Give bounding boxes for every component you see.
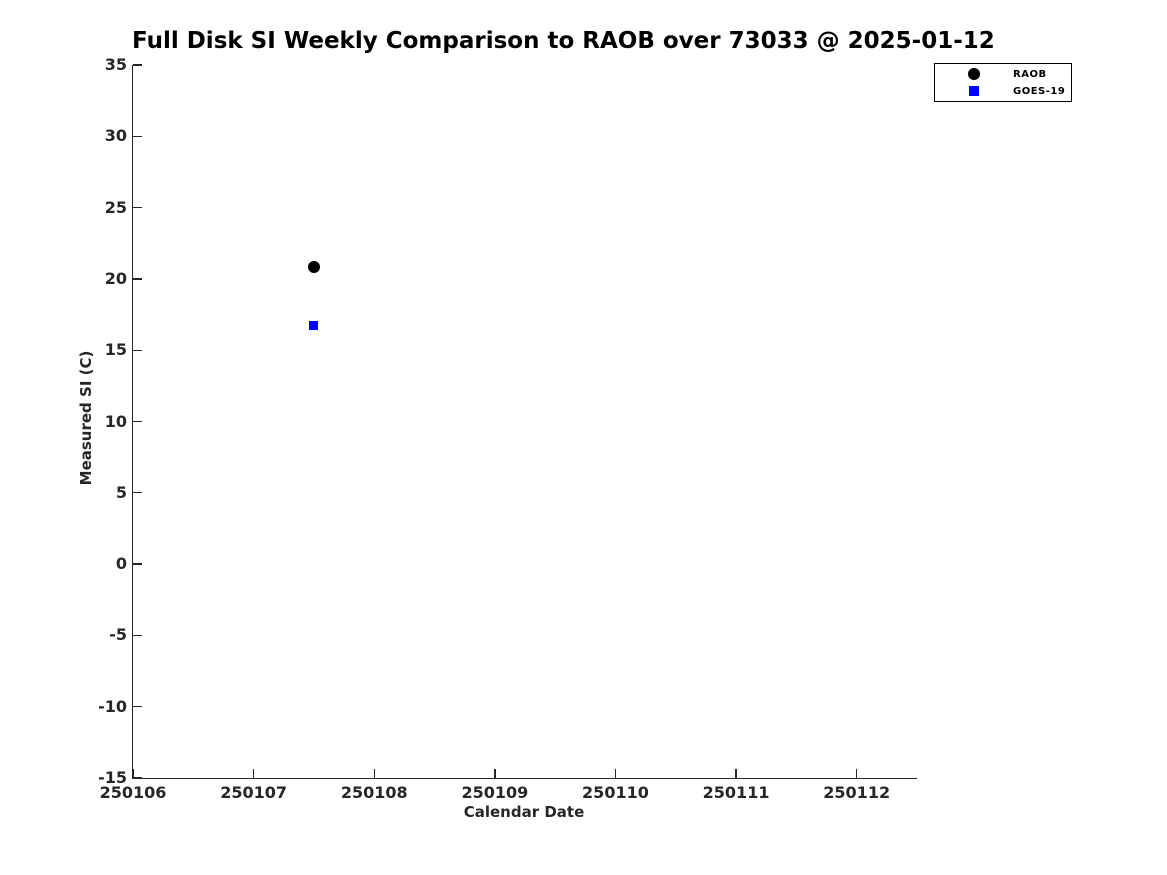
x-tick-label: 250106 bbox=[99, 783, 167, 802]
x-tick-label: 250108 bbox=[340, 783, 408, 802]
chart-title: Full Disk SI Weekly Comparison to RAOB o… bbox=[132, 28, 995, 54]
y-tick-label: 15 bbox=[104, 340, 127, 360]
x-tick-label: 250111 bbox=[702, 783, 770, 802]
legend-item-goes19: GOES-19 bbox=[935, 84, 1071, 98]
y-tick-label: 5 bbox=[115, 482, 127, 502]
y-tick-label: 35 bbox=[104, 55, 127, 74]
y-tick-label: 10 bbox=[104, 411, 127, 431]
y-tick-mark bbox=[133, 563, 142, 565]
legend: RAOB GOES-19 bbox=[934, 63, 1072, 102]
y-tick-label: 25 bbox=[104, 197, 127, 217]
goes19-square-marker-icon bbox=[969, 86, 979, 96]
x-tick-mark bbox=[494, 769, 496, 778]
y-tick-label: -5 bbox=[109, 625, 127, 645]
y-tick-mark bbox=[133, 135, 142, 137]
x-tick-mark bbox=[735, 769, 737, 778]
y-tick-mark bbox=[133, 706, 142, 708]
data-point-raob bbox=[307, 261, 320, 274]
y-tick-label: 0 bbox=[115, 554, 127, 574]
x-tick-label: 250110 bbox=[582, 783, 649, 802]
x-tick-mark bbox=[132, 769, 134, 778]
y-axis-label: Measured SI (C) bbox=[77, 350, 95, 486]
y-tick-label: 20 bbox=[104, 268, 127, 288]
y-tick-mark bbox=[133, 777, 142, 779]
y-tick-mark bbox=[133, 278, 142, 280]
x-tick-label: 250107 bbox=[220, 783, 287, 802]
y-tick-label: -10 bbox=[98, 696, 127, 716]
legend-label-goes19: GOES-19 bbox=[1013, 85, 1066, 97]
x-tick-mark bbox=[614, 769, 617, 778]
x-tick-label: 250109 bbox=[461, 783, 529, 802]
raob-circle-marker-icon bbox=[968, 68, 980, 80]
x-axis-label: Calendar Date bbox=[463, 803, 585, 821]
x-tick-mark bbox=[373, 769, 375, 778]
legend-marker-cell bbox=[935, 68, 1013, 80]
legend-marker-cell bbox=[935, 86, 1013, 96]
y-tick-mark bbox=[133, 349, 142, 351]
y-tick-label: -15 bbox=[98, 768, 127, 787]
y-tick-label: 30 bbox=[104, 126, 127, 146]
y-tick-mark bbox=[133, 64, 142, 66]
x-tick-label: 250112 bbox=[823, 783, 891, 802]
legend-item-raob: RAOB bbox=[935, 67, 1071, 81]
legend-label-raob: RAOB bbox=[1013, 68, 1047, 80]
y-tick-mark bbox=[133, 634, 142, 637]
y-tick-mark bbox=[133, 492, 142, 494]
y-tick-mark bbox=[133, 206, 142, 209]
plot-area: 250106 250107 250108 250109 250110 250111 2501… bbox=[98, 55, 917, 802]
y-tick-mark bbox=[133, 420, 142, 423]
data-point-goes-19 bbox=[309, 321, 319, 331]
x-tick-mark bbox=[252, 769, 255, 778]
x-tick-mark bbox=[855, 769, 858, 778]
